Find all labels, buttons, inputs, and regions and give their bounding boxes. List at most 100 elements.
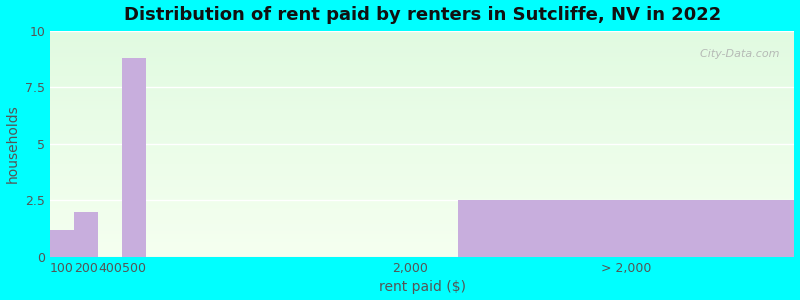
Bar: [50, 91, 794, 92]
Bar: [50, 163, 794, 164]
Bar: [50, 101, 794, 102]
Bar: [50, 62, 794, 64]
Bar: [50, 177, 794, 178]
Bar: [50, 31, 794, 32]
Bar: [50, 244, 794, 246]
Bar: [50, 82, 794, 83]
X-axis label: rent paid ($): rent paid ($): [378, 280, 466, 294]
Bar: [50, 135, 794, 136]
Bar: [50, 240, 794, 241]
Bar: [50, 246, 794, 247]
Bar: [50, 239, 794, 240]
Bar: [50, 110, 794, 111]
Bar: [50, 191, 794, 193]
Bar: [50, 256, 794, 257]
Bar: [50, 251, 794, 253]
Bar: [50, 67, 794, 68]
Bar: [50, 36, 794, 38]
Bar: [50, 51, 794, 52]
Bar: [50, 189, 794, 190]
Bar: [50, 93, 794, 94]
Bar: [50, 119, 794, 120]
Bar: [50, 134, 794, 135]
Bar: [50, 129, 794, 130]
Bar: [50, 205, 794, 206]
Bar: [50, 158, 794, 159]
Bar: [50, 130, 794, 131]
Bar: [50, 43, 794, 44]
Bar: [50, 161, 794, 162]
Bar: [50, 128, 794, 129]
Bar: [50, 202, 794, 203]
Bar: [50, 120, 794, 121]
Bar: [50, 162, 794, 163]
Bar: [50, 190, 794, 191]
Bar: [50, 68, 794, 69]
Bar: [50, 33, 794, 34]
Bar: [50, 249, 794, 250]
Bar: [50, 121, 794, 122]
Bar: [50, 169, 794, 170]
Bar: [50, 167, 794, 168]
Bar: [50, 124, 794, 126]
Bar: [50, 182, 794, 184]
Bar: [50, 156, 794, 158]
Bar: [50, 94, 794, 95]
Bar: [50, 229, 794, 230]
Bar: [50, 60, 794, 61]
Bar: [50, 198, 794, 199]
Bar: [50, 168, 794, 169]
Bar: [50, 203, 794, 204]
Bar: [50, 70, 794, 71]
Bar: [50, 232, 794, 233]
Bar: [50, 96, 794, 98]
Bar: [50, 145, 794, 146]
Bar: [50, 206, 794, 207]
Bar: [50, 80, 794, 82]
Bar: [50, 44, 794, 45]
Bar: [50, 241, 794, 242]
Bar: [50, 250, 794, 251]
Bar: [50, 34, 794, 35]
Bar: [50, 143, 794, 144]
Bar: [50, 242, 794, 243]
Bar: [50, 155, 794, 156]
Bar: [50, 53, 794, 54]
Bar: [50, 234, 794, 236]
Bar: [50, 39, 794, 40]
Bar: [50, 84, 794, 85]
Bar: [50, 42, 794, 43]
Bar: [50, 50, 794, 51]
Bar: [50, 180, 794, 181]
Bar: [50, 103, 794, 104]
Bar: [50, 133, 794, 134]
Bar: [50, 228, 794, 229]
Bar: [50, 253, 794, 254]
Bar: [50, 112, 794, 113]
Bar: [458, 200, 794, 257]
Bar: [50, 100, 794, 101]
Bar: [50, 188, 794, 189]
Bar: [50, 194, 794, 195]
Bar: [50, 160, 794, 161]
Bar: [50, 40, 794, 41]
Bar: [50, 138, 794, 139]
Bar: [50, 58, 794, 59]
Bar: [50, 230, 794, 231]
Bar: [50, 49, 794, 50]
Bar: [50, 230, 74, 257]
Bar: [50, 211, 794, 212]
Bar: [50, 174, 794, 175]
Bar: [50, 38, 794, 39]
Bar: [50, 165, 794, 166]
Bar: [50, 95, 794, 96]
Bar: [50, 79, 794, 80]
Bar: [50, 92, 794, 93]
Bar: [50, 105, 794, 106]
Bar: [50, 114, 794, 116]
Bar: [50, 32, 794, 33]
Bar: [50, 248, 794, 249]
Bar: [50, 193, 794, 194]
Bar: [50, 218, 794, 220]
Bar: [122, 58, 146, 257]
